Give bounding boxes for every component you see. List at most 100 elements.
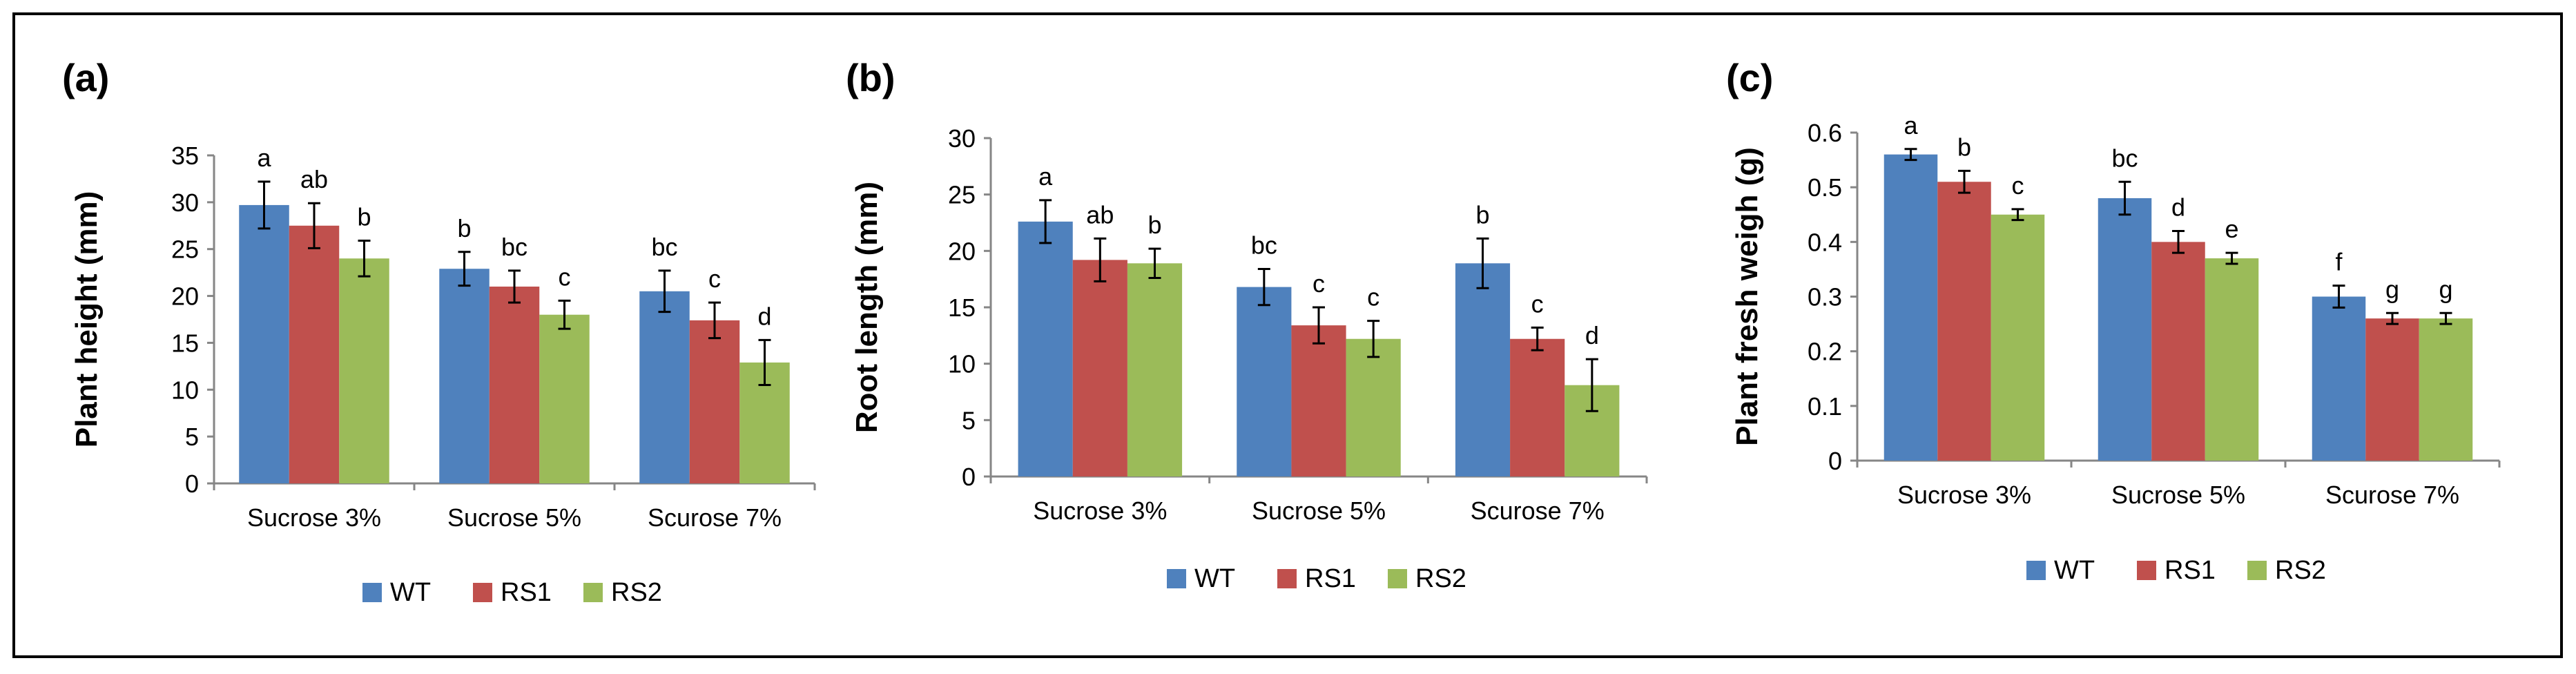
bar-wt-3: [2312, 296, 2366, 461]
significance-label: a: [257, 144, 271, 172]
legend-label-rs1: RS1: [2165, 556, 2216, 585]
bar-rs2-2: [2205, 258, 2259, 461]
bar-wt-3: [1455, 263, 1511, 476]
y-tick-label: 0: [962, 463, 976, 491]
bar-rs1-2: [489, 287, 540, 483]
x-tick-label: Sucrose 3%: [1033, 497, 1167, 525]
significance-label: ab: [300, 165, 328, 193]
y-tick-label: 20: [171, 282, 199, 311]
y-tick-label: 0.2: [1808, 338, 1842, 366]
bar-rs2-1: [1127, 263, 1183, 476]
bar-rs1-2: [2151, 242, 2205, 461]
y-tick-label: 10: [171, 376, 199, 404]
x-tick-label: Scurose 7%: [648, 503, 782, 532]
bar-rs1-3: [689, 320, 740, 483]
legend-swatch-wt: [2026, 561, 2046, 580]
significance-label: f: [2335, 248, 2343, 276]
y-tick-label: 0.3: [1808, 283, 1842, 311]
significance-label: c: [1313, 269, 1325, 298]
y-axis-title: Plant height (mm): [70, 191, 104, 448]
panel-label: (a): [62, 56, 109, 99]
y-tick-label: 0.6: [1808, 119, 1842, 147]
legend-swatch-rs2: [583, 583, 603, 602]
significance-label: bc: [651, 233, 677, 261]
legend-label-rs2: RS2: [611, 578, 662, 607]
y-tick-label: 0: [1828, 447, 1842, 475]
legend-swatch-rs1: [1277, 569, 1297, 588]
legend-swatch-rs1: [2137, 561, 2156, 580]
significance-label: a: [1904, 111, 1918, 139]
y-tick-label: 25: [948, 181, 976, 209]
significance-label: c: [1531, 289, 1544, 318]
bar-wt-1: [239, 204, 289, 483]
y-tick-label: 30: [948, 124, 976, 153]
y-tick-label: 5: [185, 423, 199, 451]
x-tick-label: Sucrose 5%: [447, 503, 581, 532]
x-tick-label: Sucrose 5%: [1252, 497, 1386, 525]
bar-wt-2: [1237, 287, 1292, 476]
y-tick-label: 35: [171, 142, 199, 170]
legend-swatch-rs1: [473, 583, 492, 602]
significance-label: a: [1038, 162, 1053, 191]
legend-label-rs2: RS2: [1415, 564, 1466, 593]
x-tick-label: Scurose 7%: [2325, 481, 2459, 509]
y-tick-label: 20: [948, 237, 976, 265]
bar-rs2-1: [339, 258, 389, 483]
significance-label: d: [1585, 321, 1599, 349]
bar-wt-1: [1883, 154, 1938, 461]
bar-rs1-3: [2365, 318, 2419, 461]
significance-label: d: [2171, 193, 2185, 222]
legend-swatch-wt: [1167, 569, 1186, 588]
y-tick-label: 0: [185, 470, 199, 498]
y-tick-label: 0.4: [1808, 228, 1842, 256]
bar-wt-2: [2098, 198, 2152, 461]
bar-wt-3: [639, 291, 690, 483]
legend-swatch-wt: [362, 583, 382, 602]
bar-wt-2: [439, 269, 490, 483]
y-tick-label: 5: [962, 406, 976, 434]
legend-label-wt: WT: [2054, 556, 2095, 585]
bar-rs2-3: [2419, 318, 2473, 461]
y-axis-title: Plant fresh weigh (g): [1730, 147, 1764, 446]
x-tick-label: Sucrose 3%: [1897, 481, 2031, 509]
significance-label: bc: [2111, 144, 2138, 172]
significance-label: c: [559, 262, 571, 291]
significance-label: e: [2225, 215, 2238, 243]
x-tick-label: Scurose 7%: [1471, 497, 1605, 525]
significance-label: c: [1367, 283, 1379, 311]
panel-label: (b): [846, 56, 895, 99]
legend-label-rs1: RS1: [501, 578, 552, 607]
significance-label: bc: [501, 233, 527, 261]
significance-label: b: [1957, 133, 1971, 161]
significance-label: b: [357, 203, 371, 231]
y-tick-label: 0.5: [1808, 173, 1842, 202]
panel-c: (c) 0 0.1 0.2 0.3 0.4 0.5 0.6 Plant fresh weigh …: [1726, 56, 2501, 585]
significance-label: c: [2012, 171, 2024, 200]
legend-label-wt: WT: [390, 578, 431, 607]
legend-label-rs2: RS2: [2275, 556, 2326, 585]
y-tick-label: 10: [948, 350, 976, 378]
bar-rs1-1: [1937, 182, 1991, 461]
y-axis-title: Root length (mm): [850, 182, 884, 433]
significance-label: g: [2439, 275, 2452, 303]
legend-swatch-rs2: [1388, 569, 1407, 588]
significance-label: b: [457, 214, 471, 242]
y-tick-label: 15: [948, 293, 976, 322]
y-tick-label: 25: [171, 235, 199, 264]
bar-rs1-1: [289, 225, 340, 483]
legend-label-rs1: RS1: [1305, 564, 1356, 593]
legend-label-wt: WT: [1194, 564, 1235, 593]
bar-rs2-2: [1346, 338, 1401, 476]
bar-rs1-2: [1291, 325, 1346, 476]
significance-label: g: [2385, 275, 2399, 303]
bar-rs1-3: [1510, 338, 1565, 476]
x-tick-label: Sucrose 5%: [2111, 481, 2245, 509]
y-tick-label: 0.1: [1808, 392, 1842, 421]
x-tick-label: Sucrose 3%: [247, 503, 381, 532]
bar-wt-1: [1018, 221, 1073, 476]
significance-label: ab: [1086, 200, 1114, 229]
panel-b: (b) 0 5 10 15 20 25 30 Root length (mm) Sucrose 3…: [846, 56, 1648, 593]
bar-rs2-1: [1991, 214, 2045, 461]
